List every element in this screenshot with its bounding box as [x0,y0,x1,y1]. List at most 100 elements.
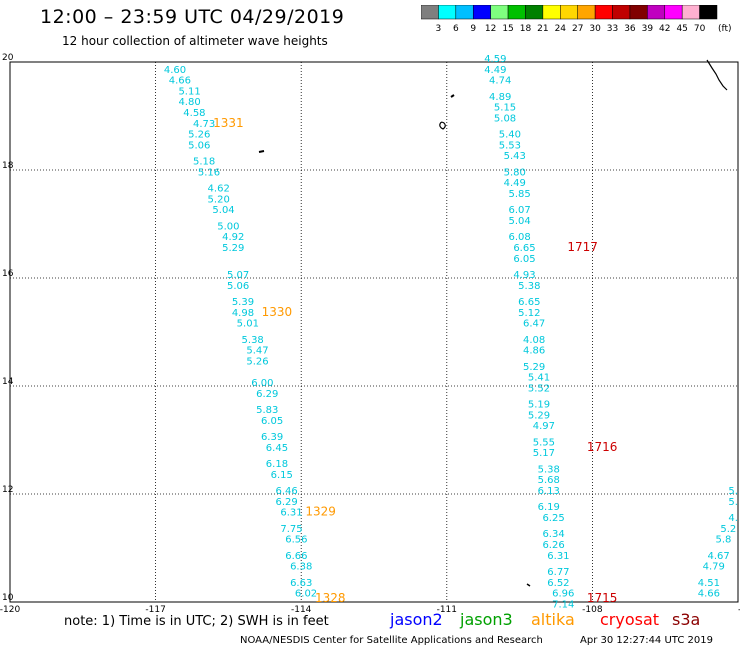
wave-height-value: 6.00 [251,378,273,389]
wave-height-value: 5.15 [494,103,516,114]
wave-height-value: 5.38 [518,281,540,292]
scale-label: 3 [436,24,442,34]
wave-height-value: 5.06 [188,140,210,151]
wave-height-value: 6.96 [552,589,574,600]
wave-height-value: 5.53 [499,140,521,151]
scale-swatch [612,5,631,20]
y-tick-label: 16 [2,269,14,279]
wave-height-value: 6.07 [508,205,530,216]
wave-height-value: 4.67 [707,551,729,562]
wave-height-value: 6.47 [523,319,545,330]
scale-label: 42 [659,24,670,34]
wave-height-value: 5.80 [504,167,526,178]
page-title: 12:00 – 23:59 UTC 04/29/2019 [40,6,345,28]
scale-label: 39 [642,24,654,34]
wave-height-value: 5.43 [504,151,526,162]
wave-height-values: 4.604.665.114.804.584.735.265.065.185.16… [164,54,738,610]
mission-altika: altika [531,610,575,629]
scale-swatch [472,5,491,20]
wave-height-value: 4.51 [698,578,720,589]
scale-label: 27 [572,24,583,34]
scale-swatch [490,5,509,20]
page-subtitle: 12 hour collection of altimeter wave hei… [62,34,328,48]
pass-number-label: 1331 [213,116,244,130]
wave-height-value: 5.26 [246,356,268,367]
mission-jason3: jason3 [460,610,513,629]
wave-height-value: 6.29 [256,389,278,400]
scale-swatch [664,5,683,20]
wave-height-value: 4.58 [183,108,205,119]
wave-height-value: 6.08 [508,232,530,243]
wave-height-value: 5.26 [188,130,210,141]
wave-height-value: 6.65 [518,297,540,308]
x-tick-label: -117 [145,605,165,615]
wave-height-value: 5.68 [538,475,560,486]
wave-height-value: 5.38 [538,464,560,475]
wave-height-value: 5.00 [217,221,239,232]
x-tick-label: -111 [437,605,457,615]
pass-number-label: 1717 [567,240,598,254]
wave-height-value: 6.39 [261,432,283,443]
scale-swatch [560,5,578,20]
scale-swatch [699,5,718,20]
wave-height-value: 5.11 [178,86,200,97]
wave-height-value: 4.89 [489,92,511,103]
wave-height-value: 5.29 [523,362,545,373]
scale-swatch [681,5,700,20]
scale-label: 36 [624,24,636,34]
scale-label: 30 [589,24,601,34]
scale-label: 6 [453,24,459,34]
wave-height-value: 5.06 [227,281,249,292]
wave-height-value: 5.19 [528,400,550,411]
y-tick-labels: 20 18 16 14 12 10 [2,53,14,603]
scale-swatch [455,5,474,20]
wave-height-value: 4.92 [222,232,244,243]
y-tick-label: 12 [2,485,13,495]
wave-height-value: 4.97 [533,421,555,432]
scale-label: 33 [607,24,618,34]
x-tick-labels: -120 -117 -114 -111 -108 -105 [0,605,740,615]
wave-height-value: 6.38 [290,562,312,573]
wave-height-value: 6.29 [276,497,298,508]
wave-height-value: 6.31 [280,508,302,519]
wave-height-value: 4.74 [489,76,511,87]
pass-number-label: 1715 [587,591,618,605]
footer-note: note: 1) Time is in UTC; 2) SWH is in fe… [64,614,329,629]
wave-height-value: 6.05 [261,416,283,427]
wave-height-value: 4.08 [523,335,545,346]
wave-height-value: 6.46 [276,486,298,497]
scale-swatch [577,5,596,20]
wave-height-value: 5.47 [246,346,268,357]
scale-label: 45 [676,24,687,34]
wave-height-value: 4. [728,513,738,524]
wave-height-value: 6.77 [547,567,569,578]
scale-label: 18 [520,24,532,34]
wave-height-value: 6.19 [538,502,560,513]
wave-height-value: 5.04 [508,216,530,227]
wave-height-value: 5.18 [193,157,215,168]
wave-height-value: 6.18 [266,459,288,470]
wave-height-value: 4.93 [513,270,535,281]
pass-number-label: 1716 [587,440,618,454]
mission-jason2: jason2 [390,610,443,629]
wave-height-value: 5.01 [237,319,259,330]
y-tick-label: 20 [2,53,14,63]
scale-label: 70 [694,24,706,34]
wave-height-value: 4.60 [164,65,186,76]
wave-height-value: 6.63 [290,578,312,589]
scale-swatch [421,5,439,20]
wave-height-value: 5.55 [533,437,555,448]
wave-height-value: 5.17 [533,448,555,459]
wave-height-value: 6.52 [547,578,569,589]
x-tick-label: -108 [582,605,603,615]
wave-height-value: 4.79 [703,562,725,573]
scale-unit-label: (ft) [718,24,731,34]
wave-height-value: 4.73 [193,119,215,130]
wave-height-value: 5.2 [720,524,736,535]
wave-height-value: 4.66 [698,589,720,600]
wave-height-value: 5. [728,486,738,497]
wave-height-value: 6.31 [547,551,569,562]
wave-height-value: 6.45 [266,443,288,454]
wave-height-value: 6.26 [542,540,564,551]
